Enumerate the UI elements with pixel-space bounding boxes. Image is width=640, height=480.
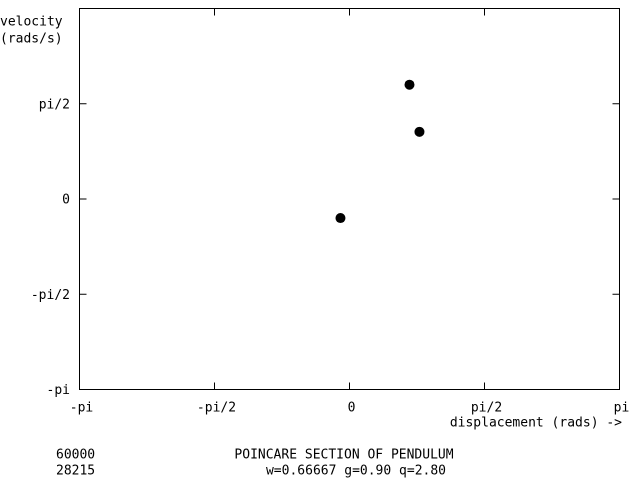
point <box>404 79 415 90</box>
plot-frame <box>79 8 620 390</box>
x-axis-label: displacement (rads) -> <box>450 416 622 431</box>
y-axis-label: velocity <box>0 15 63 30</box>
y-tick-label: pi/2 <box>39 97 70 112</box>
x-tick-label: -pi <box>70 401 93 416</box>
x-tick-label: pi <box>614 401 630 416</box>
x-tick-label: pi/2 <box>471 401 502 416</box>
x-tick-label: 0 <box>348 401 356 416</box>
point <box>414 126 425 137</box>
chart-title: POINCARE SECTION OF PENDULUM <box>234 448 453 463</box>
annotation: 28215 <box>56 464 95 479</box>
y-tick-label: -pi <box>47 383 70 398</box>
annotation: 60000 <box>56 448 95 463</box>
y-axis-label: (rads/s) <box>0 32 63 47</box>
point <box>335 213 346 224</box>
x-tick-label: -pi/2 <box>197 401 236 416</box>
y-tick-label: -pi/2 <box>31 288 70 303</box>
y-tick-label: 0 <box>62 193 70 208</box>
chart-subtitle: w=0.66667 g=0.90 q=2.80 <box>266 464 446 479</box>
